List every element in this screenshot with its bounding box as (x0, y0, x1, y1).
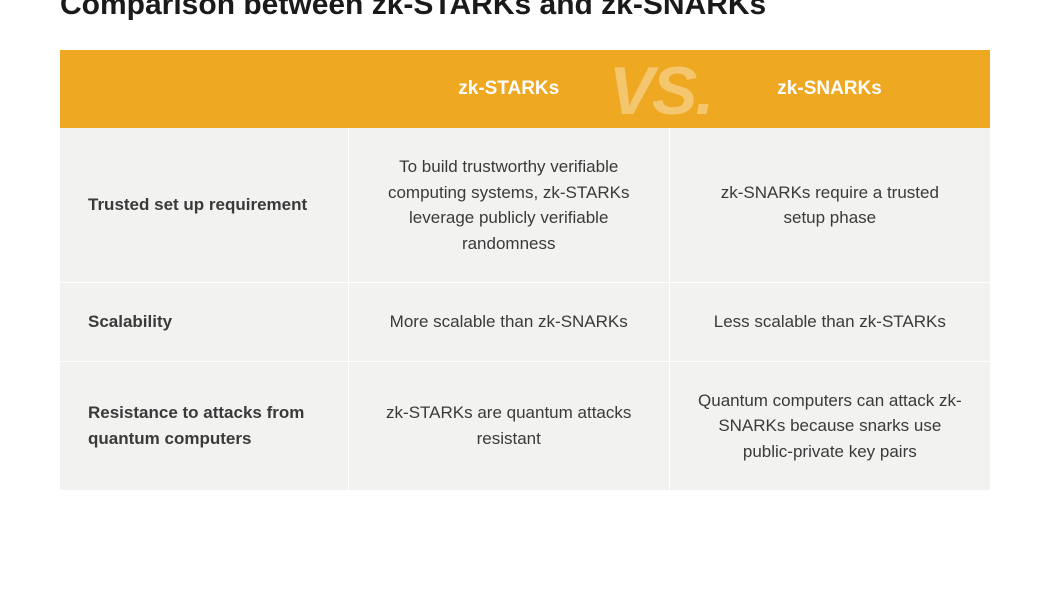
cell-stark-quantum: zk-STARKs are quantum attacks resistant (348, 361, 669, 490)
header-empty (60, 50, 348, 128)
row-label-scalability: Scalability (60, 283, 348, 362)
cell-snark-trusted-setup: zk-SNARKs require a trusted setup phase (669, 128, 990, 283)
cell-stark-trusted-setup: To build trustworthy verifiable computin… (348, 128, 669, 283)
header-snarks: zk-SNARKs (669, 50, 990, 128)
comparison-table: zk-STARKs zk-SNARKs Trusted set up requi… (60, 50, 990, 490)
cell-snark-scalability: Less scalable than zk-STARKs (669, 283, 990, 362)
cell-snark-quantum: Quantum computers can attack zk-SNARKs b… (669, 361, 990, 490)
table-row: Resistance to attacks from quantum compu… (60, 361, 990, 490)
table-row: Trusted set up requirement To build trus… (60, 128, 990, 283)
header-starks: zk-STARKs (348, 50, 669, 128)
cell-stark-scalability: More scalable than zk-SNARKs (348, 283, 669, 362)
page-title: Comparison between zk-STARKs and zk-SNAR… (60, 0, 990, 22)
row-label-trusted-setup: Trusted set up requirement (60, 128, 348, 283)
table-wrapper: VS. zk-STARKs zk-SNARKs Trusted set up r… (60, 50, 990, 490)
header-row: zk-STARKs zk-SNARKs (60, 50, 990, 128)
table-row: Scalability More scalable than zk-SNARKs… (60, 283, 990, 362)
row-label-quantum: Resistance to attacks from quantum compu… (60, 361, 348, 490)
